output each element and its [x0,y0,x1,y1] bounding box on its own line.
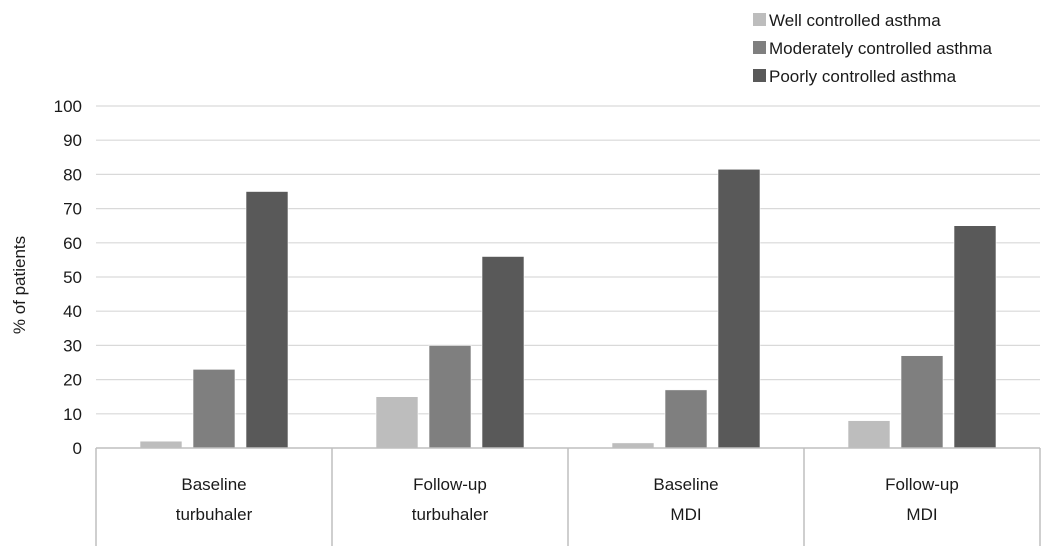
category-label: MDI [906,505,937,524]
category-label: Follow-up [413,475,487,494]
bar [611,442,655,449]
y-axis-ticks: 0 10 20 30 40 50 60 70 80 90 100 [54,97,82,458]
bars [139,168,997,449]
bar [717,168,761,449]
y-tick-label: 10 [63,405,82,424]
y-tick-label: 60 [63,234,82,253]
bar [139,440,183,449]
bar [245,191,289,449]
legend-swatch [753,13,766,26]
gridlines [96,105,1040,415]
bar [664,389,708,449]
bar [847,420,891,449]
legend-swatch [753,41,766,54]
y-tick-label: 40 [63,302,82,321]
category-label: Baseline [181,475,246,494]
category-label: turbuhaler [412,505,489,524]
y-tick-label: 80 [63,165,82,184]
bar [953,225,997,449]
category-label: Baseline [653,475,718,494]
category-label: turbuhaler [176,505,253,524]
y-tick-label: 0 [73,439,82,458]
y-tick-label: 100 [54,97,82,116]
legend-label: Well controlled asthma [769,11,941,30]
bar [375,396,419,449]
legend-label: Moderately controlled asthma [769,39,993,58]
y-tick-label: 50 [63,268,82,287]
legend-label: Poorly controlled asthma [769,67,957,86]
y-axis-label: % of patients [10,236,29,334]
y-tick-label: 70 [63,200,82,219]
y-tick-label: 30 [63,336,82,355]
y-tick-label: 20 [63,371,82,390]
legend-swatch [753,69,766,82]
bar [900,355,944,449]
bar [481,256,525,449]
category-label: Follow-up [885,475,959,494]
y-tick-label: 90 [63,131,82,150]
bar [428,345,472,449]
legend: Well controlled asthma Moderately control… [753,11,993,86]
category-table: Baseline turbuhaler Follow-up turbuhaler Bas… [95,447,1041,546]
category-label: MDI [670,505,701,524]
bar [192,369,236,449]
